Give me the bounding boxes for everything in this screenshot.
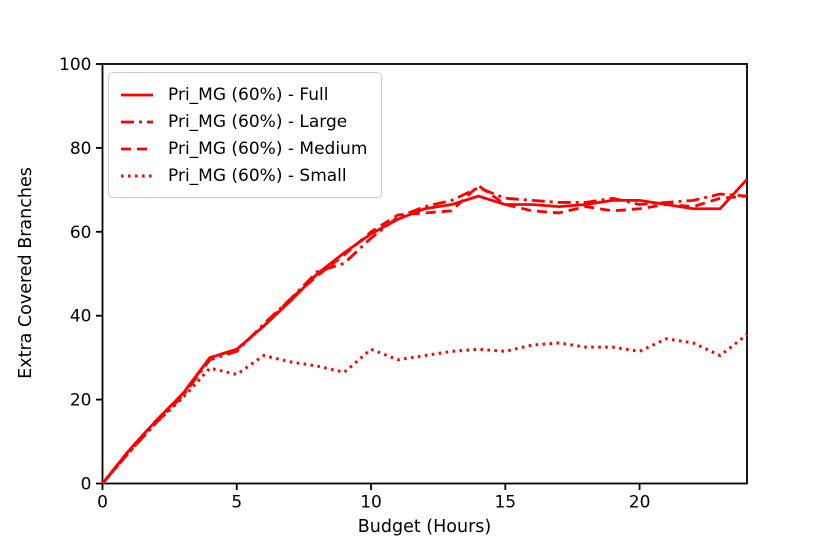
y-tick-label: 100 [59,55,91,75]
x-tick-label: 0 [97,493,108,513]
plot-frame [101,63,748,485]
legend-row: Pri_MG (60%) - Medium [119,135,367,162]
legend-label-small: Pri_MG (60%) - Small [168,165,347,186]
x-tick-label: 20 [629,493,651,513]
x-tick-label: 10 [360,493,382,513]
y-tick-label: 80 [70,139,92,159]
x-tick-label: 15 [494,493,516,513]
legend-label-large: Pri_MG (60%) - Large [168,111,348,132]
series-line-full [101,178,749,485]
legend: Pri_MG (60%) - Full Pri_MG (60%) - Large… [108,72,383,198]
legend-line-sample-small [121,174,153,177]
y-tick-label: 40 [70,307,92,327]
legend-line-sample-full [121,93,153,96]
y-tick-label: 60 [70,223,92,243]
series-line-large [101,186,748,485]
series-line-small [101,333,748,485]
x-tick-label: 5 [231,493,242,513]
legend-line-sample-large [121,120,153,123]
y-axis-label: Extra Covered Branches [16,167,36,379]
legend-row: Pri_MG (60%) - Large [119,108,367,135]
series-line-medium [101,184,748,485]
y-tick-label: 20 [70,391,92,411]
legend-line-sample-medium [121,147,153,150]
legend-label-full: Pri_MG (60%) - Full [168,84,329,105]
legend-row: Pri_MG (60%) - Full [119,81,367,108]
legend-row: Pri_MG (60%) - Small [119,162,367,189]
x-axis-label: Budget (Hours) [357,517,492,537]
y-tick-label: 0 [81,475,92,495]
legend-label-medium: Pri_MG (60%) - Medium [168,138,368,159]
